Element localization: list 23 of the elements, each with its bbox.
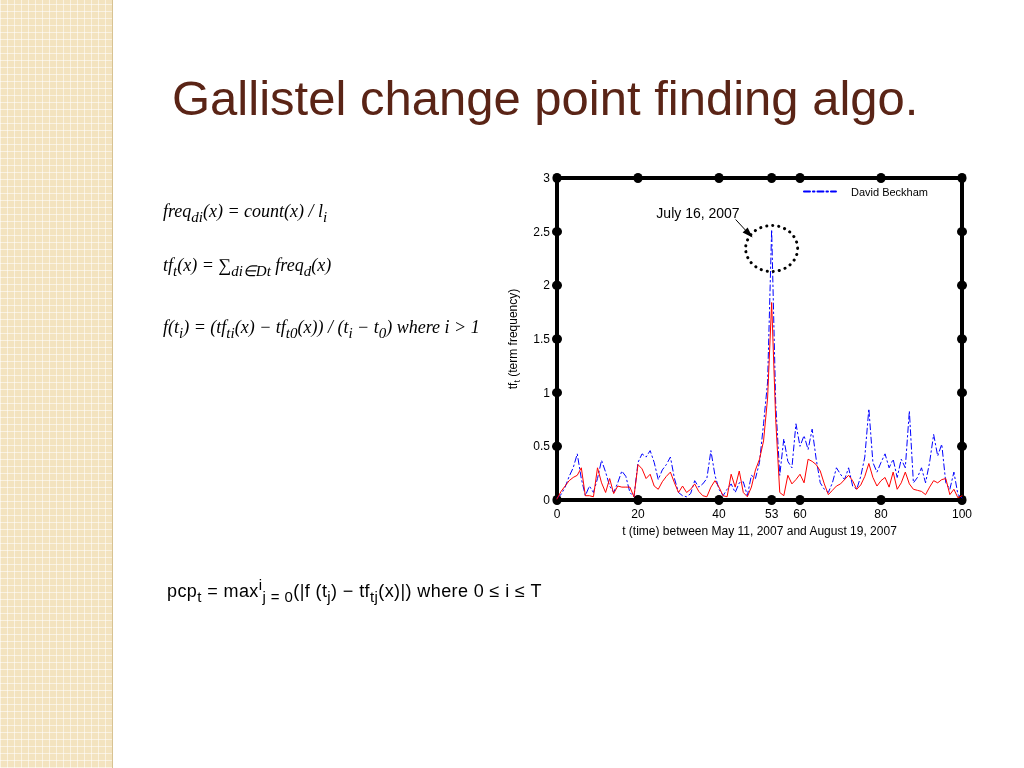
x-tick-label: 60 [793, 507, 807, 521]
x-tick-label: 53 [764, 507, 779, 521]
y-tick-label: 2.5 [533, 224, 551, 239]
annotation: July 16, 2007 [656, 204, 740, 221]
x-tick-label: 20 [631, 507, 645, 521]
y-tick-label: 0.5 [533, 439, 551, 454]
y-tick-label: 1.5 [533, 332, 551, 346]
chart-title: Gallistel change point finding algo. [172, 71, 919, 126]
x-tick-label: 0 [553, 507, 561, 521]
text: freq$_{di}$(x) = count(x) / l$_{i}$ [163, 201, 328, 226]
text: pcp$_{t}$ = max$^{i}$$_{j = 0}$(|f (t$_{j}$) − tf$_{tj}$(x)|) where 0 ≤ i ≤ T [167, 576, 542, 605]
legend-label: David Beckham [850, 185, 929, 198]
y-tick-label: 2 [543, 278, 551, 293]
text: f(t$_{i}$) = (tf$_{ti}$(x) − tf$_{t0}$(x)) / (t$_{i}$ − t$_{0}$) where i > 1 [163, 317, 480, 341]
y-tick-label: 0 [543, 493, 551, 507]
x-axis-title: t (time) between May 11, 2007 and August 19, 2007 [622, 523, 898, 538]
x-tick-label: 100 [951, 507, 973, 521]
text: tf$_{t}$(x) = ∑$_{di∈Dt}$ freq$_{d}$(x) [163, 255, 332, 280]
y-tick-label: 1 [543, 385, 551, 400]
x-tick-label: 40 [712, 507, 726, 521]
y-axis-title: tft (term frequency) [506, 288, 522, 390]
x-tick-label: 80 [874, 507, 888, 521]
y-tick-label: 3 [543, 171, 551, 185]
